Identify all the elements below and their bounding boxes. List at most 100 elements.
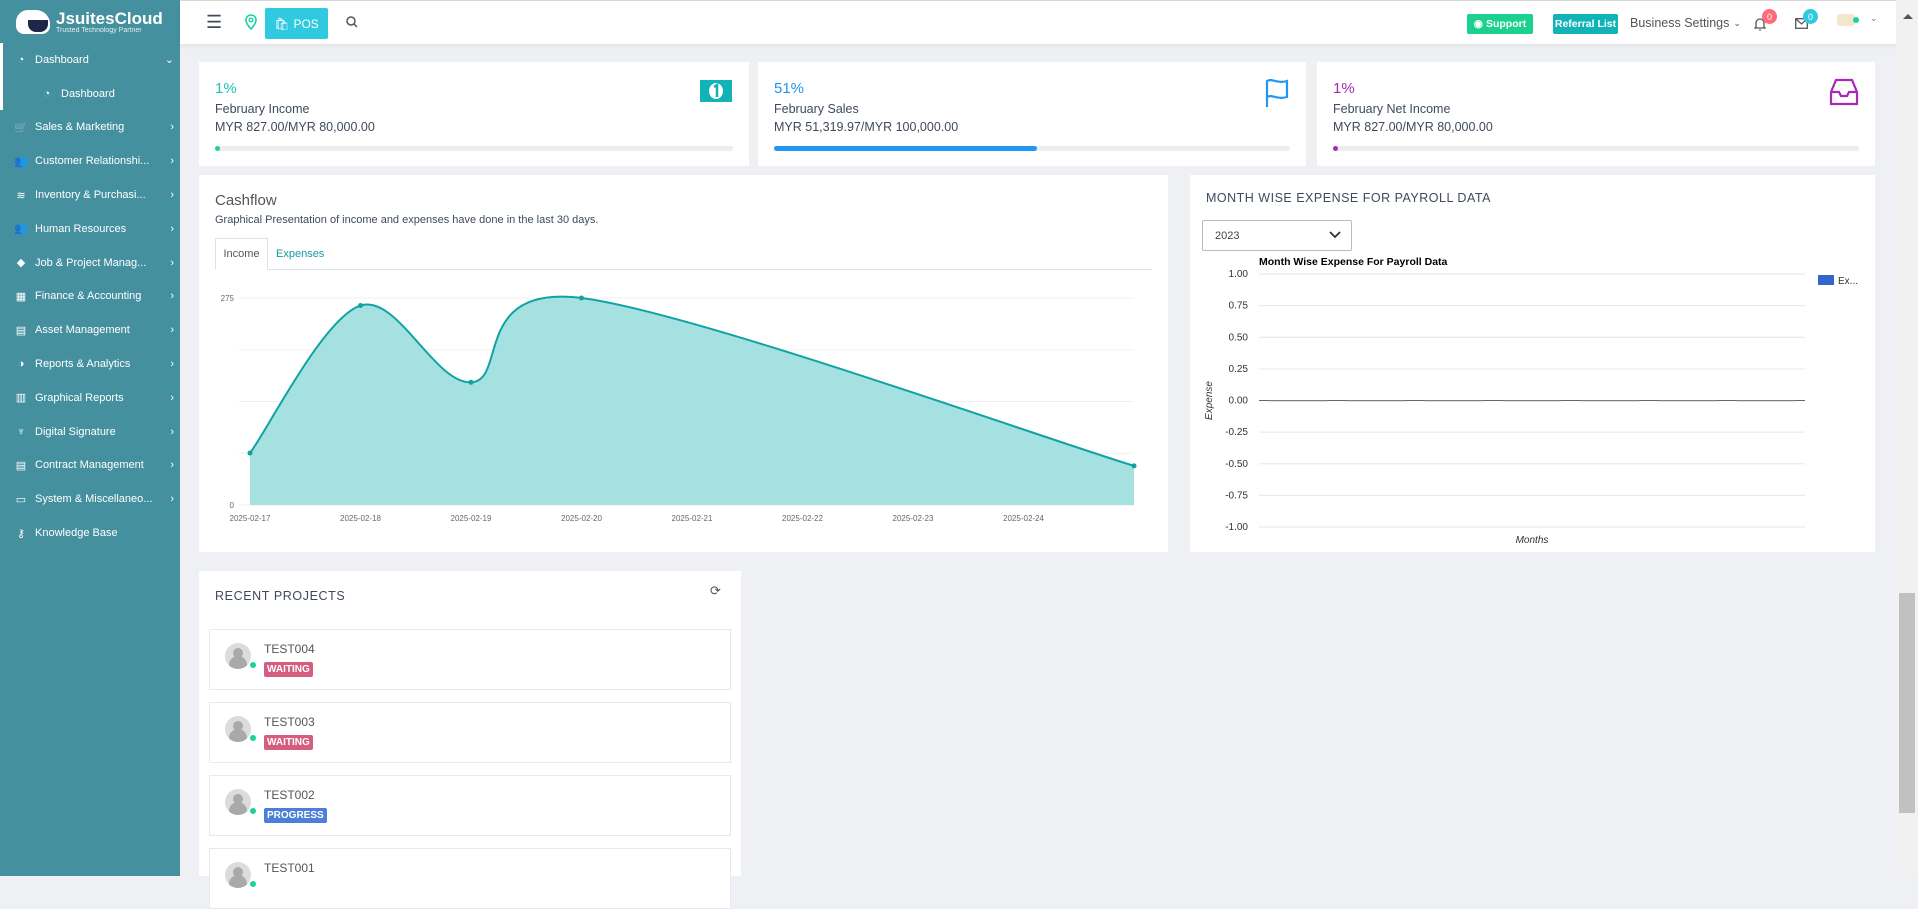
sidebar-item-sales-marketing[interactable]: 🛒 Sales & Marketing › [0, 111, 180, 145]
stat-title: February Sales [774, 102, 859, 116]
sidebar-item-dashboard[interactable]: ◔ Dashboard [0, 77, 180, 111]
data-point [247, 450, 253, 456]
tabs-divider [215, 269, 1152, 270]
user-avatar[interactable] [1837, 14, 1855, 26]
sidebar-item-contract-management[interactable]: ▤ Contract Management › [0, 449, 180, 483]
avatar [225, 643, 251, 669]
stat-title: February Net Income [1333, 102, 1451, 116]
project-list-item[interactable]: TEST001 [209, 848, 731, 909]
project-name: TEST002 [264, 788, 315, 802]
sidebar-item-reports-analytics[interactable]: ◑ Reports & Analytics › [0, 347, 180, 381]
scrollbar-thumb[interactable] [1899, 593, 1915, 813]
stat-progress-bar [1333, 146, 1859, 151]
sidebar-item-inventory-purchasi[interactable]: ≋ Inventory & Purchasi... › [0, 178, 180, 212]
chevron-right-icon: › [170, 256, 174, 269]
hamburger-menu-icon[interactable]: ☰ [205, 11, 223, 32]
sidebar-item-asset-management[interactable]: ▤ Asset Management › [0, 313, 180, 347]
user-menu-chevron-icon[interactable]: ⌄ [1870, 13, 1878, 23]
online-status-dot [250, 662, 256, 668]
avatar [225, 789, 251, 815]
pos-label: POS [293, 16, 319, 31]
y-tick-label: -0.50 [1225, 459, 1248, 470]
brand-name: JsuitesCloud [56, 9, 163, 28]
key-icon: ⚷ [16, 527, 26, 540]
chevron-right-icon: › [170, 358, 174, 371]
search-icon[interactable] [344, 13, 360, 31]
sidebar-item-dashboard[interactable]: ◔ Dashboard ⌄ [0, 43, 180, 77]
refresh-icon[interactable]: ⟳ [710, 583, 721, 598]
tab-expenses[interactable]: Expenses [276, 248, 325, 260]
year-select[interactable]: 2023 [1202, 220, 1352, 251]
y-tick-label: -1.00 [1225, 522, 1248, 533]
stat-percent: 1% [1333, 80, 1355, 97]
sidebar-item-job-project-manag[interactable]: ◆ Job & Project Manag... › [0, 246, 180, 280]
online-status-dot [250, 735, 256, 741]
location-pin-icon[interactable] [244, 13, 258, 31]
sidebar-item-finance-accounting[interactable]: ▦ Finance & Accounting › [0, 280, 180, 314]
money-icon [699, 78, 733, 108]
bar [1581, 400, 1639, 402]
stat-amount: MYR 51,319.97/MYR 100,000.00 [774, 120, 959, 134]
sidebar-item-knowledge-base[interactable]: ⚷ Knowledge Base [0, 516, 180, 550]
sidebar-item-human-resources[interactable]: 👥 Human Resources › [0, 212, 180, 246]
project-list-item[interactable]: TEST002 PROGRESS [209, 775, 731, 836]
x-tick-label: 2025-02-20 [561, 514, 602, 523]
pos-button[interactable]: 🛍 POS [265, 8, 328, 39]
y-tick-label: 0.25 [1229, 364, 1249, 375]
chevron-right-icon: › [170, 155, 174, 168]
project-name: TEST001 [264, 861, 315, 875]
stat-percent: 51% [774, 80, 805, 97]
project-list-item[interactable]: TEST004 WAITING [209, 629, 731, 690]
stat-amount: MYR 827.00/MYR 80,000.00 [1333, 120, 1493, 134]
x-tick-label: 2025-02-23 [893, 514, 934, 523]
y-tick-label: 0.75 [1229, 301, 1249, 312]
sidebar-item-label: Sales & Marketing [35, 121, 125, 134]
chevron-down-icon [1329, 231, 1341, 239]
project-list-item[interactable]: TEST003 WAITING [209, 702, 731, 763]
cashflow-card: Cashflow Graphical Presentation of incom… [199, 175, 1168, 552]
users-icon: 👥 [14, 155, 28, 168]
progress-fill [774, 146, 1038, 151]
brand-logo[interactable]: JsuitesCloud Trusted Technology Partner [0, 0, 180, 44]
chevron-right-icon: › [170, 189, 174, 202]
legend-swatch [1818, 275, 1834, 285]
payroll-chart: Month Wise Expense For Payroll Data 1.00 0… [1204, 256, 1858, 546]
y-tick-label: 0.00 [1229, 396, 1249, 407]
page-scrollbar[interactable] [1896, 0, 1918, 876]
bar [1269, 400, 1327, 402]
stat-card-february-income: 1% February Income MYR 827.00/MYR 80,000… [199, 62, 749, 166]
sidebar-item-system-miscellaneo[interactable]: ▭ System & Miscellaneo... › [0, 482, 180, 516]
x-tick-label: 2025-02-17 [230, 514, 271, 523]
chevron-down-icon: ⌄ [1733, 17, 1741, 28]
sidebar: JsuitesCloud Trusted Technology Partner ◔… [0, 0, 180, 876]
sidebar-item-label: Customer Relationshi... [35, 155, 150, 168]
bar [1425, 400, 1483, 402]
cashflow-title: Cashflow [215, 192, 277, 209]
sidebar-item-graphical-reports[interactable]: ▥ Graphical Reports › [0, 381, 180, 415]
referral-list-button[interactable]: Referral List [1553, 14, 1618, 34]
users-icon: 👥 [14, 223, 28, 236]
whatsapp-icon: ◉ [1473, 18, 1483, 30]
project-name: TEST003 [264, 715, 315, 729]
x-tick-label: 2025-02-19 [451, 514, 492, 523]
status-badge: WAITING [264, 735, 313, 750]
data-point [358, 303, 363, 309]
status-badge: WAITING [264, 662, 313, 677]
support-button[interactable]: ◉ Support [1467, 14, 1533, 34]
data-point [1131, 463, 1137, 469]
sidebar-item-digital-signature[interactable]: ♆ Digital Signature › [0, 415, 180, 449]
payroll-card: MONTH WISE EXPENSE FOR PAYROLL DATA 2023… [1190, 175, 1875, 552]
trophy-icon: ♆ [16, 425, 26, 438]
progress-fill [1333, 146, 1339, 151]
sidebar-item-customer-relationshi[interactable]: 👥 Customer Relationshi... › [0, 144, 180, 178]
scroll-up-arrow-icon[interactable] [1903, 14, 1913, 19]
sidebar-item-label: Human Resources [35, 222, 127, 235]
gauge-icon: ◔ [17, 53, 25, 66]
active-indicator [0, 43, 3, 110]
gauge-icon: ◔ [43, 87, 51, 100]
y-tick-label: 0 [230, 501, 235, 510]
business-settings-dropdown[interactable]: Business Settings ⌄ [1630, 13, 1741, 33]
status-badge: PROGRESS [264, 808, 327, 823]
x-axis-label: Months [1516, 535, 1549, 546]
tab-income[interactable]: Income [215, 238, 268, 270]
